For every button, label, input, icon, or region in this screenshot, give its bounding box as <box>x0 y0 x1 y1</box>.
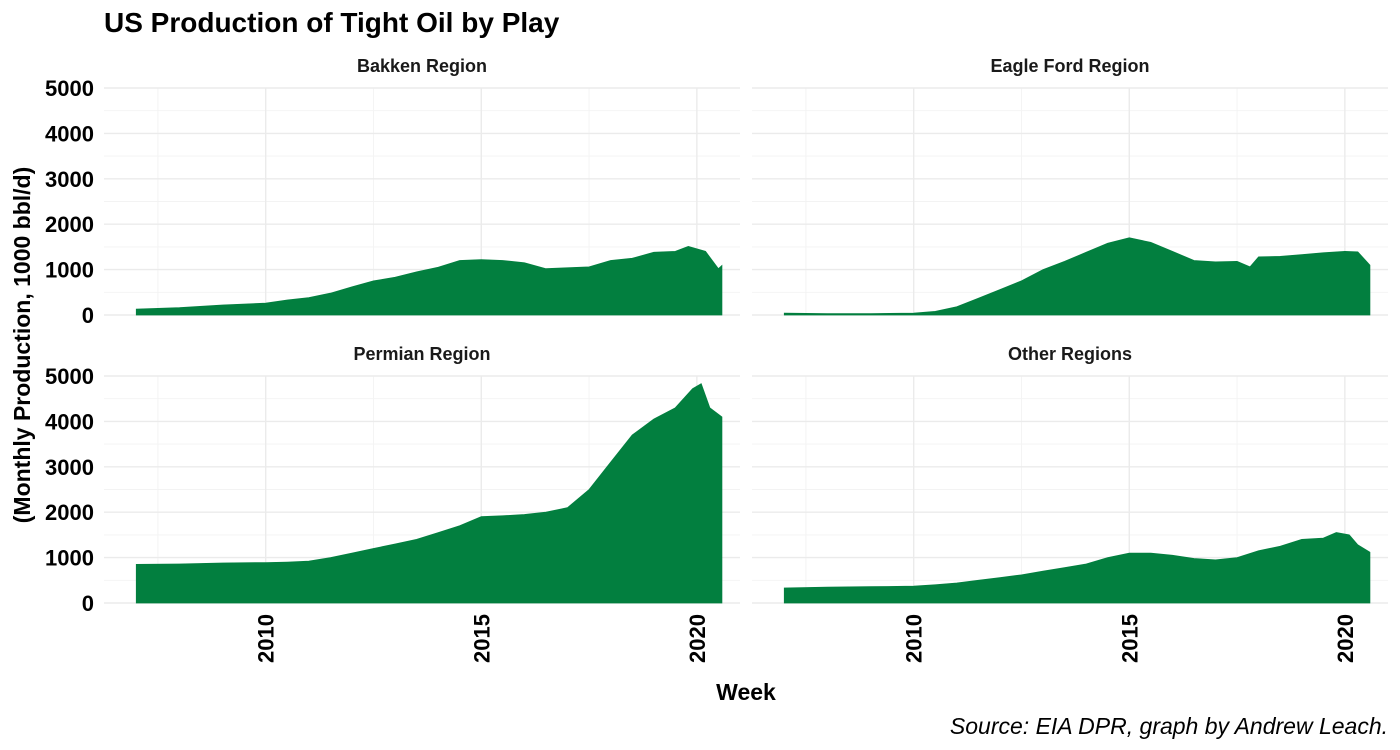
y-tick-label: 4000 <box>45 409 94 434</box>
panel-1: Bakken Region 0 1000 2000 3000 4000 5000 <box>45 56 740 328</box>
chart-caption: Source: EIA DPR, graph by Andrew Leach. <box>950 713 1388 739</box>
x-tick-label: 2020 <box>1333 614 1358 663</box>
facet-panels: Bakken Region 0 1000 2000 3000 4000 5000 Eagle … <box>45 56 1388 663</box>
chart-title: US Production of Tight Oil by Play <box>104 7 560 38</box>
facet-strip-label: Bakken Region <box>357 56 487 76</box>
facet-strip-label: Other Regions <box>1008 344 1132 364</box>
area-series <box>783 237 1371 316</box>
facet-strip-label: Eagle Ford Region <box>990 56 1149 76</box>
area-series <box>135 245 723 316</box>
x-tick-label: 2010 <box>254 614 279 663</box>
y-tick-label: 1000 <box>45 546 94 571</box>
x-tick-label: 2015 <box>1117 614 1142 663</box>
y-tick-label: 1000 <box>45 258 94 283</box>
y-tick-label: 3000 <box>45 455 94 480</box>
y-axis-title: (Monthly Production, 1000 bbl/d) <box>9 167 35 524</box>
y-tick-label: 5000 <box>45 76 94 101</box>
y-tick-label: 4000 <box>45 121 94 146</box>
y-tick-label: 0 <box>82 303 94 328</box>
facet-strip-label: Permian Region <box>353 344 490 364</box>
x-axis-title: Week <box>716 679 776 705</box>
panel-4: Other Regions 2010 2015 2020 <box>752 344 1388 663</box>
y-tick-label: 5000 <box>45 364 94 389</box>
panel-3: Permian Region 0 1000 2000 3000 4000 5000 2010 2… <box>45 344 740 663</box>
y-tick-label: 2000 <box>45 500 94 525</box>
y-tick-label: 0 <box>82 591 94 616</box>
x-tick-label: 2020 <box>685 614 710 663</box>
area-series <box>135 383 723 604</box>
y-tick-label: 3000 <box>45 167 94 192</box>
y-tick-label: 2000 <box>45 212 94 237</box>
panel-2: Eagle Ford Region <box>752 56 1388 316</box>
x-tick-label: 2015 <box>469 614 494 663</box>
area-series <box>783 532 1371 604</box>
x-tick-label: 2010 <box>902 614 927 663</box>
